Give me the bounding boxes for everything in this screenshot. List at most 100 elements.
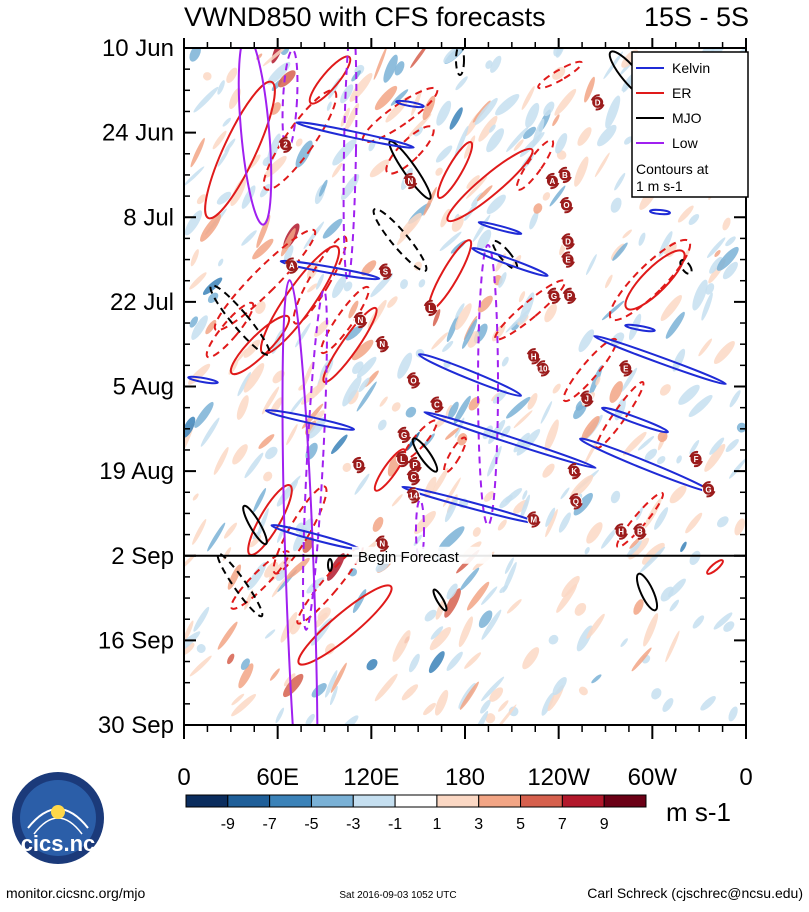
y-tick-label: 30 Sep [98, 712, 174, 739]
anomaly-patch [492, 390, 507, 404]
anomaly-patch [476, 185, 493, 202]
colorbar-swatch [603, 794, 647, 808]
storm-marker-icon [614, 525, 628, 539]
anomaly-patch [481, 676, 505, 702]
anomaly-patch [190, 249, 199, 267]
anomaly-patch [440, 208, 451, 228]
anomaly-patch [641, 542, 665, 565]
anomaly-patch [432, 309, 441, 327]
anomaly-patch [366, 659, 378, 671]
storm-marker-icon [353, 313, 367, 327]
anomaly-patch [701, 292, 713, 321]
anomaly-patch [247, 561, 267, 591]
y-tick-label: 22 Jul [110, 289, 174, 316]
storm-marker-label: H [531, 352, 537, 361]
mjo-contour [242, 504, 268, 546]
anomaly-patch [244, 452, 264, 479]
storm-marker: A [284, 257, 299, 274]
anomaly-patch [465, 176, 488, 199]
anomaly-patch [705, 283, 715, 295]
storm-marker: C [406, 469, 421, 486]
anomaly-patch [405, 406, 417, 418]
anomaly-patch [734, 518, 745, 536]
anomaly-patch [218, 258, 224, 267]
y-tick-label: 24 Jun [102, 120, 174, 147]
anomaly-patch [660, 294, 682, 322]
storm-marker-label: S [383, 268, 389, 277]
storm-marker-icon [430, 398, 444, 412]
storm-marker-icon [702, 482, 716, 496]
anomaly-patch [692, 279, 708, 311]
anomaly-patch [689, 550, 701, 566]
anomaly-patch [594, 152, 610, 178]
storm-marker: G [547, 287, 561, 304]
storm-marker: D [351, 456, 366, 474]
er-contour [443, 436, 467, 474]
anomaly-patch [716, 246, 739, 271]
anomaly-patch [704, 443, 726, 472]
anomaly-patch [629, 536, 641, 549]
anomaly-patch [307, 283, 318, 293]
colorbar: -9 -7 -5 -3 -1 1 3 5 7 9 m s-1 [185, 794, 731, 833]
anomaly-patch [231, 693, 245, 706]
anomaly-patch [520, 494, 531, 519]
anomaly-patch [401, 684, 419, 701]
colorbar-tick-label: -1 [388, 816, 402, 833]
storm-swirl-icon [423, 299, 438, 317]
anomaly-patch [226, 67, 238, 84]
storm-marker-label: A [289, 262, 295, 271]
mjo-contour [491, 239, 519, 271]
anomaly-patch [633, 599, 644, 615]
anomaly-patch [554, 88, 577, 116]
anomaly-patch [586, 254, 597, 276]
storm-swirl-icon [632, 523, 647, 540]
anomaly-patch [483, 491, 495, 502]
anomaly-patch [423, 702, 436, 716]
mjo-contour [327, 558, 333, 572]
anomaly-patch [621, 367, 638, 392]
anomaly-patch [499, 494, 513, 509]
anomaly-patch [241, 185, 256, 209]
storm-swirl-icon [590, 94, 605, 111]
anomaly-patch [714, 250, 721, 257]
anomaly-patch [651, 688, 662, 700]
anomaly-patch [217, 621, 238, 650]
storm-marker-icon [375, 537, 389, 551]
anomaly-patch [237, 348, 247, 362]
anomaly-patch [622, 229, 632, 239]
storm-swirl-icon [351, 456, 366, 474]
storm-marker-icon [424, 301, 438, 315]
storm-swirl-icon [406, 372, 421, 389]
colorbar-swatch [185, 794, 229, 808]
anomaly-patch [238, 663, 254, 689]
anomaly-patch [379, 396, 388, 407]
colorbar-swatch [227, 794, 271, 808]
colorbar-swatch [436, 794, 480, 808]
cicsnc-logo: cics.nc [12, 772, 104, 864]
storm-marker: B [632, 523, 647, 540]
storm-swirl-icon [406, 487, 421, 504]
anomaly-patch [343, 281, 353, 292]
colorbar-tick-label: 7 [558, 816, 567, 833]
storm-swirl-icon [375, 535, 390, 552]
anomaly-patch [243, 339, 261, 358]
kelvin-contour [264, 409, 356, 431]
anomaly-patch [486, 128, 505, 153]
storm-marker: D [590, 94, 605, 111]
anomaly-patch [194, 401, 214, 428]
storm-marker: H [526, 348, 541, 365]
anomaly-patch [459, 681, 479, 710]
anomaly-patch [644, 448, 658, 461]
anomaly-patch [552, 114, 560, 127]
anomaly-patch [506, 126, 529, 152]
colorbar-swatch [561, 794, 605, 808]
anomaly-patch [305, 713, 315, 725]
footer-url: monitor.cicsnc.org/mjo [6, 885, 145, 901]
anomaly-patch [422, 433, 435, 448]
er-contour [213, 228, 317, 332]
er-contour [446, 147, 534, 223]
anomaly-patch [533, 203, 543, 214]
anomaly-patch [435, 599, 446, 620]
anomaly-patch [261, 386, 280, 415]
